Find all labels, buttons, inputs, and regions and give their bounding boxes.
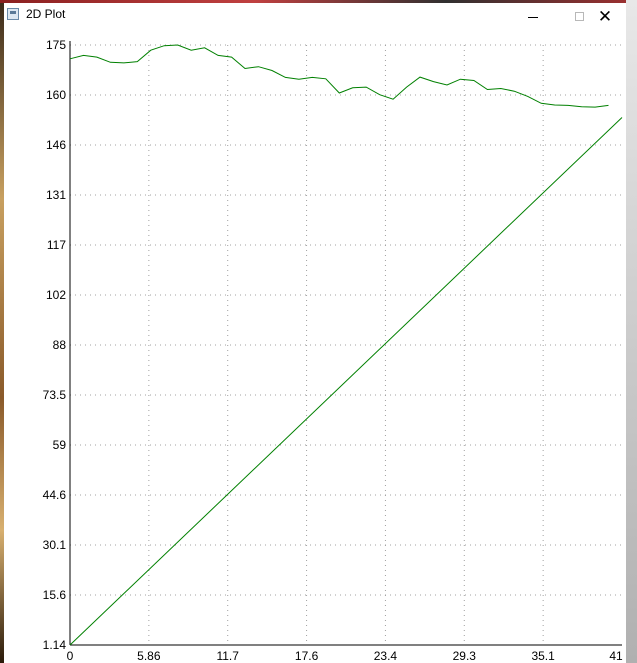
background-strip-top: [0, 0, 637, 3]
y-tick-label: 73.5: [43, 388, 67, 402]
y-tick-label: 30.1: [43, 538, 67, 552]
y-tick-label: 88: [53, 338, 67, 352]
y-tick-label: 1.14: [43, 638, 67, 652]
grid-lines: [70, 44, 622, 645]
maximize-icon: [574, 12, 584, 21]
y-tick-label: 131: [46, 188, 66, 202]
y-tick-label: 102: [46, 288, 66, 302]
x-tick-label: 23.4: [374, 649, 398, 663]
plot-window: 2D Plot ✕: [4, 3, 626, 663]
series-line-2: [69, 117, 623, 646]
background-strip-left: [0, 0, 4, 663]
x-axis-ticks: 0 5.86 11.7 17.6 23.4 29.3 35.1 41: [67, 649, 623, 663]
close-icon: ✕: [597, 6, 613, 26]
x-tick-label: 11.7: [216, 649, 239, 663]
x-tick-label: 35.1: [531, 649, 555, 663]
y-tick-label: 59: [53, 438, 67, 452]
axes: [69, 41, 622, 646]
x-tick-label: 29.3: [453, 649, 477, 663]
x-tick-label: 41: [609, 649, 623, 663]
maximize-button[interactable]: [556, 3, 602, 30]
series-line-1: [69, 44, 609, 108]
y-tick-label: 146: [46, 138, 66, 152]
title-bar[interactable]: 2D Plot ✕: [4, 3, 626, 30]
app-icon: [7, 8, 19, 20]
close-button[interactable]: ✕: [582, 3, 628, 30]
x-tick-label: 17.6: [295, 649, 319, 663]
series-lines: [69, 44, 623, 646]
minimize-button[interactable]: [510, 3, 556, 30]
y-tick-label: 175: [46, 38, 66, 52]
x-tick-label: 5.86: [137, 649, 161, 663]
y-tick-label: 44.6: [43, 488, 67, 502]
y-axis-ticks: 1.14 15.6 30.1 44.6 59 73.5 88 102 117 131 146 160 1…: [43, 38, 67, 652]
background-strip-right: [626, 0, 637, 663]
y-tick-label: 117: [47, 238, 66, 252]
window-title: 2D Plot: [26, 7, 66, 21]
y-tick-label: 160: [46, 88, 66, 102]
x-tick-label: 0: [67, 649, 74, 663]
minimize-icon: [528, 17, 538, 18]
y-tick-label: 15.6: [43, 588, 67, 602]
